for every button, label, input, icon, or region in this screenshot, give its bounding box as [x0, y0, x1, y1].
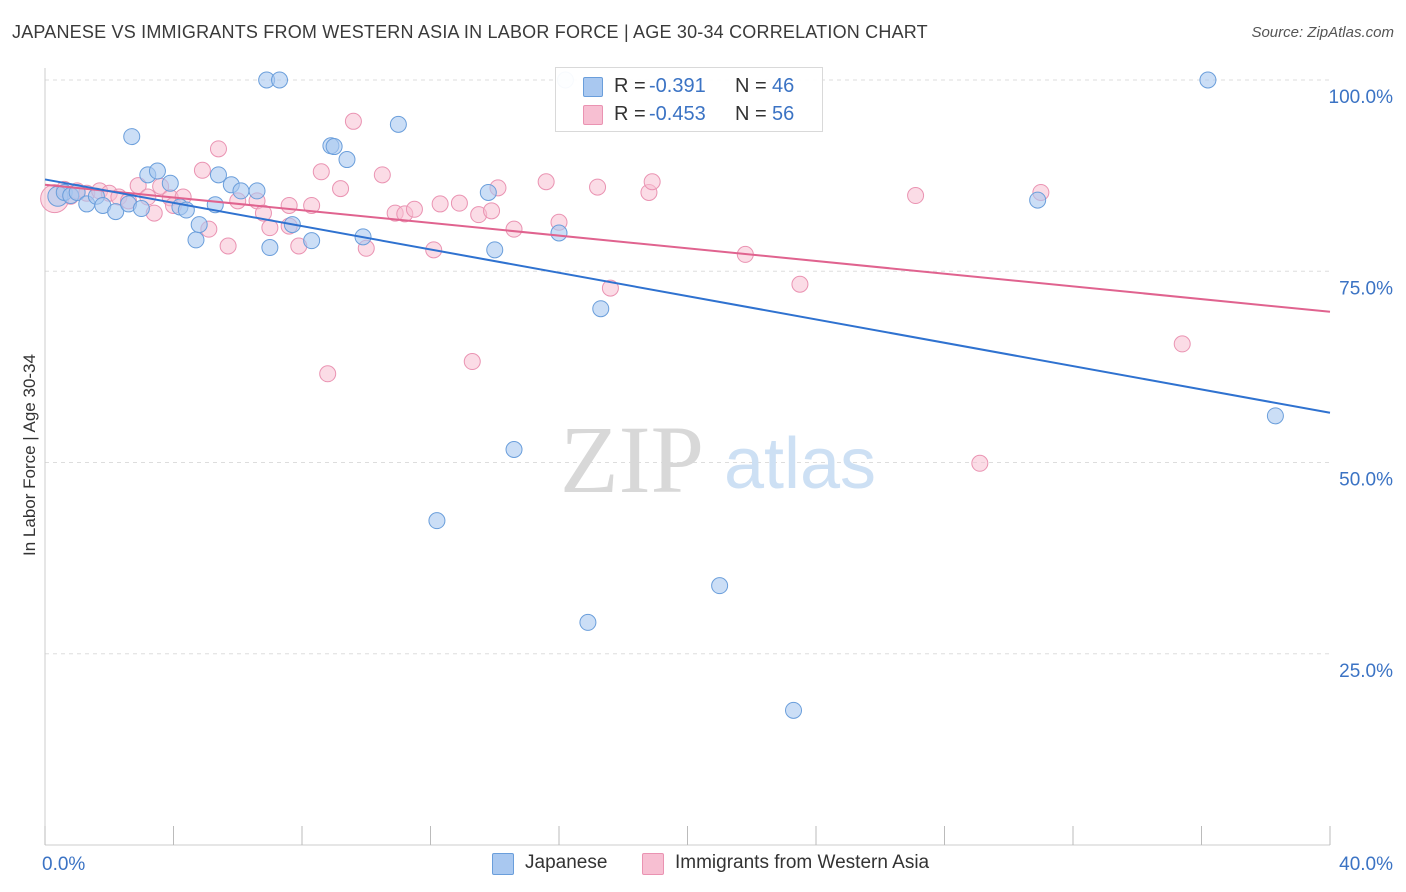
- western-asia-trend-line: [44, 183, 1331, 313]
- japanese-point: [161, 174, 179, 192]
- tick-labels: 25.0% 50.0% 75.0% 100.0% 0.0% 40.0%: [42, 87, 1393, 875]
- chart-title: JAPANESE VS IMMIGRANTS FROM WESTERN ASIA…: [12, 22, 928, 42]
- japanese-points: [47, 71, 1284, 719]
- n-value: 56: [772, 103, 795, 125]
- watermark-zip: ZIP: [560, 406, 704, 513]
- western-asia-point: [209, 140, 227, 158]
- y-tick-label: 75.0%: [1339, 278, 1393, 299]
- western-asia-point: [254, 204, 272, 222]
- western-asia-point: [589, 178, 607, 196]
- r-value: -0.453: [649, 103, 706, 125]
- japanese-point: [1029, 191, 1047, 209]
- r-value: -0.391: [649, 75, 706, 97]
- y-tick-label: 100.0%: [1329, 87, 1394, 108]
- japanese-point: [248, 182, 266, 200]
- chart-legend: Japanese Immigrants from Western Asia: [0, 851, 1406, 879]
- japanese-point: [505, 440, 523, 458]
- japanese-point: [1199, 71, 1217, 89]
- western-asia-point: [303, 196, 321, 214]
- western-asia-point: [450, 194, 468, 212]
- japanese-point: [261, 239, 279, 257]
- japanese-point: [190, 216, 208, 234]
- japanese-point: [428, 512, 446, 530]
- western-asia-point: [643, 173, 661, 191]
- trend-lines: [44, 178, 1331, 414]
- legend-label: Japanese: [525, 852, 608, 873]
- japanese-swatch: [492, 853, 514, 875]
- japanese-point: [486, 241, 504, 259]
- western-asia-point: [1173, 335, 1191, 353]
- japanese-point: [785, 701, 803, 719]
- japanese-point: [271, 71, 289, 89]
- japanese-point: [338, 151, 356, 169]
- japanese-point: [550, 224, 568, 242]
- r-label: R =: [614, 75, 646, 97]
- n-label: N =: [735, 103, 767, 125]
- n-value: 46: [772, 75, 795, 97]
- japanese-point: [579, 613, 597, 631]
- stats-box: R = -0.391 N = 46 R = -0.453 N = 56: [555, 67, 823, 132]
- western-asia-point: [431, 195, 449, 213]
- western-asia-point: [463, 353, 481, 371]
- y-tick-label: 25.0%: [1339, 661, 1393, 682]
- western-asia-point: [319, 365, 337, 383]
- western-asia-point: [601, 279, 619, 297]
- japanese-point: [1266, 407, 1284, 425]
- japanese-point: [187, 231, 205, 249]
- western-asia-point: [483, 202, 501, 220]
- western-asia-point: [219, 237, 237, 255]
- legend-label: Immigrants from Western Asia: [675, 852, 930, 873]
- stats-row-japanese: R = -0.391 N = 46: [556, 74, 822, 102]
- japanese-point: [132, 200, 150, 218]
- japanese-point: [209, 166, 227, 184]
- western-asia-point: [312, 163, 330, 181]
- japanese-point: [479, 183, 497, 201]
- western-asia-point: [344, 112, 362, 130]
- r-label: R =: [614, 103, 646, 125]
- western-asia-swatch: [583, 105, 603, 125]
- japanese-swatch: [583, 77, 603, 97]
- japanese-point: [107, 203, 125, 221]
- x-tick-label: 0.0%: [42, 854, 85, 875]
- western-asia-point: [791, 275, 809, 293]
- watermark-atlas: atlas: [724, 424, 876, 504]
- western-asia-point: [280, 196, 298, 214]
- western-asia-swatch: [642, 853, 664, 875]
- japanese-point: [148, 162, 166, 180]
- japanese-point: [711, 577, 729, 595]
- western-asia-point: [505, 220, 523, 238]
- source-label: Source: ZipAtlas.com: [1251, 24, 1394, 41]
- n-label: N =: [735, 75, 767, 97]
- western-asia-point: [537, 173, 555, 191]
- western-asia-point: [373, 166, 391, 184]
- grid-lines: [45, 79, 1330, 655]
- japanese-point: [303, 232, 321, 250]
- x-tick-label: 40.0%: [1339, 854, 1393, 875]
- japanese-trend-line: [44, 178, 1331, 414]
- stats-row-western-asia: R = -0.453 N = 56: [556, 102, 822, 130]
- y-tick-label: 50.0%: [1339, 470, 1393, 491]
- western-asia-point: [971, 454, 989, 472]
- western-asia-point: [332, 180, 350, 198]
- japanese-point: [232, 182, 250, 200]
- japanese-point: [123, 128, 141, 146]
- western-asia-point: [405, 200, 423, 218]
- japanese-point: [389, 115, 407, 133]
- western-asia-point: [193, 161, 211, 179]
- japanese-point: [592, 300, 610, 318]
- watermark: ZIP atlas: [560, 406, 876, 513]
- japanese-point: [325, 138, 343, 156]
- western-asia-point: [907, 187, 925, 205]
